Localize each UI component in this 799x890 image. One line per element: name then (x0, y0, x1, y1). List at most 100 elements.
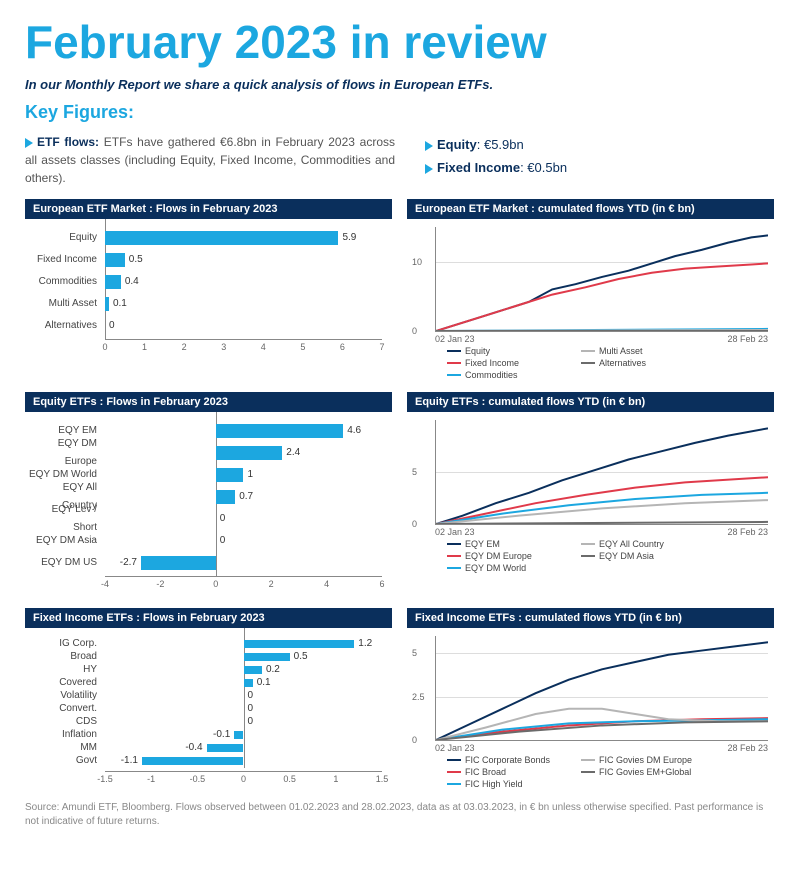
intro-bullets: Equity: €5.9bnFixed Income: €0.5bn (425, 133, 774, 187)
hbar-label: Broad (25, 651, 101, 663)
line-panel: European ETF Market : cumulated flows YT… (407, 199, 774, 380)
triangle-icon (25, 138, 33, 148)
legend-item: EQY DM World (447, 563, 567, 573)
hbar-fill (244, 666, 262, 674)
legend-item: EQY EM (447, 539, 567, 549)
panel-header: European ETF Market : Flows in February … (25, 199, 392, 219)
hbar-axis: -1.5-1-0.500.511.5 (105, 771, 382, 791)
intro-row: ETF flows: ETFs have gathered €6.8bn in … (25, 133, 774, 187)
panel-header: Equity ETFs : cumulated flows YTD (in € … (407, 392, 774, 412)
hbar-chart: EQY EM 4.6 EQY DM Europe 2.4 EQY DM Worl… (25, 412, 392, 596)
panel-header: Equity ETFs : Flows in February 2023 (25, 392, 392, 412)
hbar-value: 0 (248, 718, 254, 726)
triangle-icon (425, 164, 433, 174)
hbar-row: EQY All Country 0.7 (105, 488, 382, 506)
hbar-fill (216, 468, 244, 482)
panel-header: Fixed Income ETFs : Flows in February 20… (25, 608, 392, 628)
legend-item: FIC Broad (447, 767, 567, 777)
page-subtitle: In our Monthly Report we share a quick a… (25, 77, 774, 92)
hbar-value: 0.5 (129, 253, 143, 267)
hbar-fill (216, 446, 282, 460)
hbar-fill (216, 424, 343, 438)
hbar-value: -1.1 (121, 757, 138, 765)
legend-item: EQY DM Europe (447, 551, 567, 561)
triangle-icon (425, 141, 433, 151)
hbar-fill (234, 731, 243, 739)
hbar-label: Volatility (25, 690, 101, 702)
legend-item: EQY All Country (581, 539, 701, 549)
legend-item: FIC Govies EM+Global (581, 767, 701, 777)
panel-row: Equity ETFs : Flows in February 2023 EQY… (25, 392, 774, 596)
legend-item: FIC High Yield (447, 779, 567, 789)
legend-item: Commodities (447, 370, 567, 380)
hbar-row: EQY DM Europe 2.4 (105, 444, 382, 462)
hbar-row: Equity 5.9 (105, 229, 382, 247)
hbar-label: Multi Asset (25, 295, 101, 313)
hbar-label: Alternatives (25, 317, 101, 335)
hbar-value: 0.5 (294, 653, 308, 661)
hbar-value: -0.1 (213, 731, 230, 739)
panel-row: European ETF Market : Flows in February … (25, 199, 774, 380)
intro-lead: ETF flows: (37, 135, 99, 149)
hbar-value: 0.7 (239, 490, 253, 504)
hbar-fill (244, 640, 355, 648)
x-range: 02 Jan 2328 Feb 23 (435, 527, 768, 537)
line-panel: Fixed Income ETFs : cumulated flows YTD … (407, 608, 774, 789)
hbar-label: Covered (25, 677, 101, 689)
x-range: 02 Jan 2328 Feb 23 (435, 334, 768, 344)
legend: EQY EM EQY All Country EQY DM Europe EQY DM… (447, 539, 768, 573)
hbar-fill (105, 253, 125, 267)
legend-item: FIC Govies DM Europe (581, 755, 701, 765)
hbar-row: EQY DM US -2.7 (105, 554, 382, 572)
hbar-fill (141, 556, 216, 570)
legend-item: FIC Corporate Bonds (447, 755, 567, 765)
hbar-label: CDS (25, 716, 101, 728)
key-figure-bullet: Fixed Income: €0.5bn (425, 156, 774, 179)
hbar-value: 0.1 (257, 679, 271, 687)
hbar-row: EQY DM Asia 0 (105, 532, 382, 550)
hbar-value: 0 (220, 534, 226, 548)
legend: FIC Corporate Bonds FIC Govies DM Europe F… (447, 755, 768, 789)
hbar-label: MM (25, 742, 101, 754)
hbar-value: 0 (248, 692, 254, 700)
hbar-value: 0 (248, 705, 254, 713)
hbar-label: EQY DM Asia (25, 532, 101, 550)
intro-text: ETF flows: ETFs have gathered €6.8bn in … (25, 133, 395, 187)
hbar-label: Commodities (25, 273, 101, 291)
line-panel: Equity ETFs : cumulated flows YTD (in € … (407, 392, 774, 596)
page-title: February 2023 in review (25, 15, 774, 69)
hbar-fill (207, 744, 244, 752)
footnote: Source: Amundi ETF, Bloomberg. Flows obs… (25, 801, 774, 829)
hbar-fill (105, 275, 121, 289)
hbar-fill (142, 757, 244, 765)
hbar-fill (244, 679, 253, 687)
hbar-label: Inflation (25, 729, 101, 741)
panel-row: Fixed Income ETFs : Flows in February 20… (25, 608, 774, 789)
key-figure-bullet: Equity: €5.9bn (425, 133, 774, 156)
hbar-value: 5.9 (342, 231, 356, 245)
hbar-fill (105, 297, 109, 311)
hbar-label: Convert. (25, 703, 101, 715)
panel-header: Fixed Income ETFs : cumulated flows YTD … (407, 608, 774, 628)
hbar-fill (216, 490, 235, 504)
hbar-value: 1 (248, 468, 254, 482)
hbar-label: HY (25, 664, 101, 676)
hbar-value: 4.6 (347, 424, 361, 438)
hbar-fill (244, 653, 290, 661)
hbar-value: 1.2 (358, 640, 372, 648)
legend-item: Fixed Income (447, 358, 567, 368)
hbar-value: -0.4 (185, 744, 202, 752)
key-figures-heading: Key Figures: (25, 102, 774, 123)
hbar-panel: Fixed Income ETFs : Flows in February 20… (25, 608, 392, 789)
hbar-row: Multi Asset 0.1 (105, 295, 382, 313)
hbar-axis: -4-20246 (105, 576, 382, 596)
hbar-axis: 01234567 (105, 339, 382, 359)
hbar-value: -2.7 (120, 556, 137, 570)
legend: EquityMulti AssetFixed IncomeAlternative… (447, 346, 768, 380)
line-chart: 05 (435, 420, 768, 525)
legend-item: Multi Asset (581, 346, 701, 356)
hbar-row: EQY DM World 1 (105, 466, 382, 484)
hbar-row: Commodities 0.4 (105, 273, 382, 291)
hbar-row: EQY Lev / Short 0 (105, 510, 382, 528)
hbar-value: 0 (220, 512, 226, 526)
